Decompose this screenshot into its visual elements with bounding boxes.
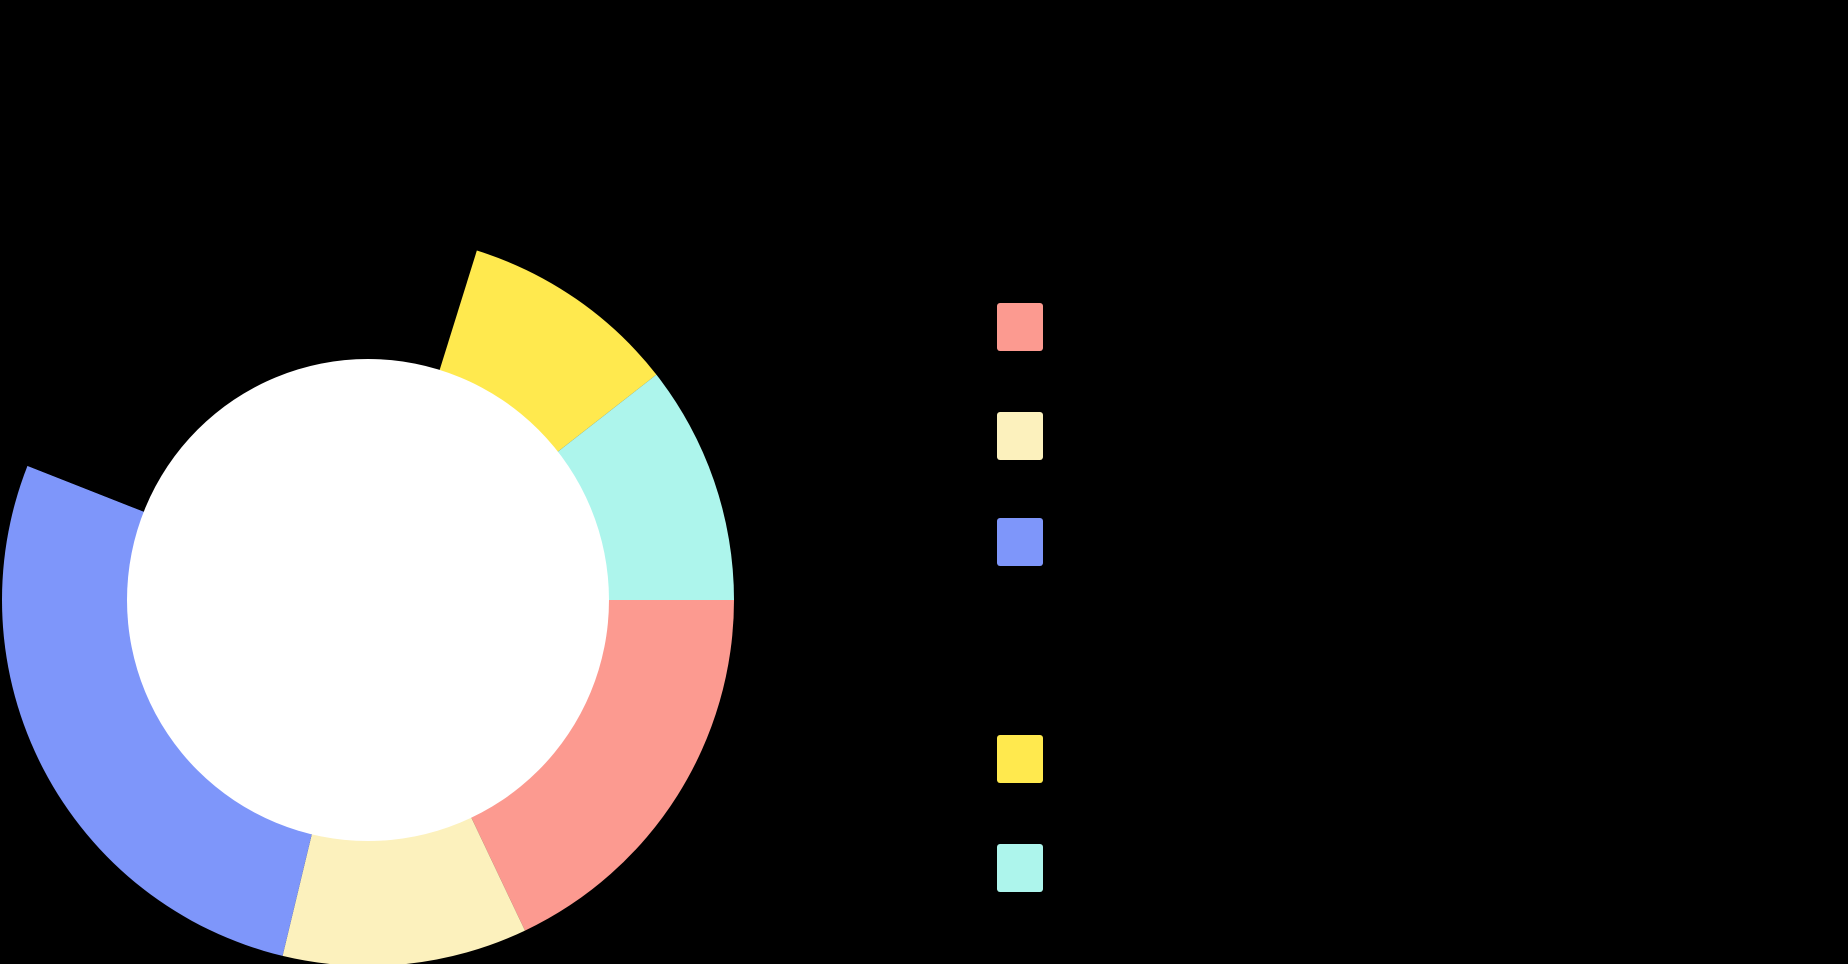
donut-hole	[127, 359, 609, 841]
